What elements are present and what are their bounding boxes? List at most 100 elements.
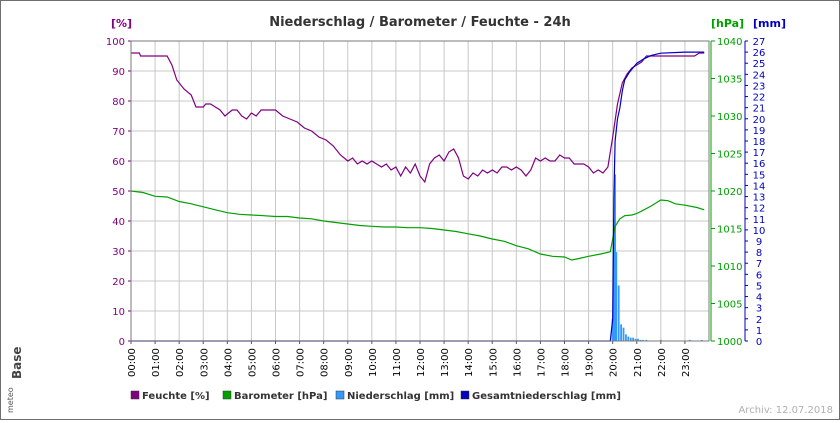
precip-bar <box>700 339 703 341</box>
series-line-0 <box>131 52 705 184</box>
precip-bar <box>645 339 648 341</box>
right1-tick-label: 1020 <box>717 187 742 198</box>
legend-swatch <box>335 390 345 400</box>
x-tick-label: 08:00 <box>320 348 331 377</box>
left-tick-label: 0 <box>119 337 125 348</box>
x-tick-label: 15:00 <box>488 348 499 377</box>
x-tick-label: 00:00 <box>127 348 138 377</box>
x-tick-label: 17:00 <box>536 348 547 377</box>
right2-tick-label: 25 <box>753 59 766 70</box>
legend-label: Feuchte [%] <box>142 391 210 402</box>
right2-tick-label: 10 <box>753 226 766 237</box>
x-tick-label: 23:00 <box>681 348 692 377</box>
right1-axis-label: [hPa] <box>711 17 744 30</box>
right2-tick-label: 7 <box>756 259 762 270</box>
archive-label: Archiv: 12.07.2018 <box>738 405 833 416</box>
left-tick-label: 70 <box>112 127 125 138</box>
precip-bar <box>688 339 691 341</box>
right2-tick-label: 27 <box>753 37 766 48</box>
right1-tick-label: 1025 <box>717 150 742 161</box>
left-tick-label: 90 <box>112 67 125 78</box>
left-tick-label: 100 <box>106 37 125 48</box>
legend-swatch <box>222 390 232 400</box>
left-tick-label: 50 <box>112 187 125 198</box>
right2-tick-label: 22 <box>753 93 766 104</box>
x-tick-label: 13:00 <box>440 348 451 377</box>
logo-brand: meteo <box>6 387 15 413</box>
x-tick-label: 02:00 <box>175 348 186 377</box>
precip-bar <box>629 337 632 341</box>
precip-bar <box>617 285 620 341</box>
x-tick-label: 10:00 <box>368 348 379 377</box>
right2-tick-label: 18 <box>753 137 766 148</box>
legend-label: Niederschlag [mm] <box>347 391 454 402</box>
precip-bar <box>625 334 627 341</box>
right2-tick-label: 24 <box>753 70 766 81</box>
legend-swatch <box>460 390 470 400</box>
x-tick-label: 09:00 <box>344 348 355 377</box>
precip-bar <box>620 324 622 341</box>
x-tick-label: 11:00 <box>392 348 403 377</box>
right2-tick-label: 9 <box>756 237 762 248</box>
x-tick-label: 22:00 <box>657 348 668 377</box>
x-tick-label: 12:00 <box>416 348 427 377</box>
legend-swatch <box>130 390 140 400</box>
right1-tick-label: 1005 <box>717 300 742 311</box>
legend-label: Gesamtniederschlag [mm] <box>472 391 621 402</box>
right2-tick-label: 1 <box>756 326 762 337</box>
logo-text: Base <box>10 346 24 379</box>
right2-tick-label: 17 <box>753 148 766 159</box>
x-tick-label: 03:00 <box>199 348 210 377</box>
x-tick-label: 19:00 <box>585 348 596 377</box>
right2-tick-label: 21 <box>753 104 766 115</box>
x-tick-label: 18:00 <box>561 348 572 377</box>
right1-tick-label: 1000 <box>717 337 742 348</box>
right2-tick-label: 8 <box>756 248 762 259</box>
right2-tick-label: 15 <box>753 170 766 181</box>
x-tick-label: 20:00 <box>609 348 620 377</box>
right2-tick-label: 14 <box>753 181 766 192</box>
right1-tick-label: 1015 <box>717 225 742 236</box>
x-tick-label: 14:00 <box>464 348 475 377</box>
x-tick-label: 07:00 <box>296 348 307 377</box>
legend-label: Barometer [hPa] <box>234 391 327 402</box>
right2-tick-label: 2 <box>756 315 762 326</box>
left-axis-label: [%] <box>111 17 132 30</box>
right2-axis-label: [mm] <box>753 17 786 30</box>
right2-tick-label: 20 <box>753 115 766 126</box>
precip-bar <box>634 338 637 341</box>
left-tick-label: 30 <box>112 247 125 258</box>
right2-tick-label: 19 <box>753 126 766 137</box>
right2-tick-label: 16 <box>753 159 766 170</box>
series-line-3 <box>131 51 705 342</box>
series-line-1 <box>130 190 705 261</box>
x-tick-label: 04:00 <box>223 348 234 377</box>
precip-bar <box>614 174 616 341</box>
precip-bar <box>639 339 642 341</box>
right2-tick-label: 11 <box>753 215 766 226</box>
right1-tick-label: 1030 <box>717 112 742 123</box>
right2-tick-label: 4 <box>756 293 762 304</box>
x-tick-label: 16:00 <box>512 348 523 377</box>
x-tick-label: 05:00 <box>247 348 258 377</box>
right2-tick-label: 12 <box>753 204 766 215</box>
left-tick-label: 40 <box>112 217 125 228</box>
logo: meteo Base <box>1 339 24 419</box>
precip-bar <box>622 327 625 341</box>
precip-bar <box>612 218 615 341</box>
x-tick-label: 06:00 <box>272 348 283 377</box>
x-tick-label: 01:00 <box>151 348 162 377</box>
precip-bar <box>611 318 614 341</box>
precip-bar <box>641 339 644 341</box>
x-tick-label: 21:00 <box>633 348 644 377</box>
plot-area-border <box>130 40 710 342</box>
right2-tick-label: 6 <box>756 270 762 281</box>
right2-tick-label: 13 <box>753 193 766 204</box>
left-tick-label: 60 <box>112 157 125 168</box>
right2-tick-label: 5 <box>756 281 762 292</box>
precip-bar <box>632 337 635 341</box>
left-tick-label: 20 <box>112 277 125 288</box>
left-tick-label: 10 <box>112 307 125 318</box>
